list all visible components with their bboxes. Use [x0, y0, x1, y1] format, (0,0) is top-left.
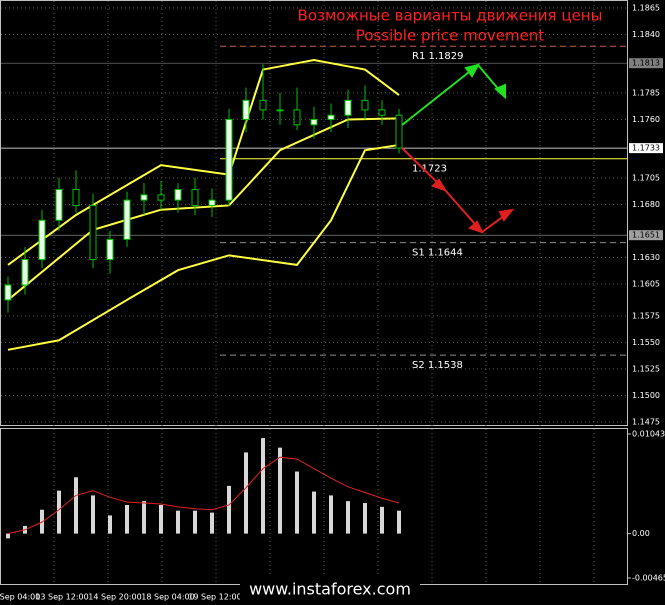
y-tick-label: 1.1525 [632, 364, 660, 373]
y-tick-label: 1.1785 [632, 88, 660, 97]
y-tick-label: 1.1575 [632, 311, 660, 320]
level-label: R1 1.1829 [412, 51, 463, 62]
candle-body [89, 204, 97, 261]
bar [57, 490, 61, 534]
y-tick-label: -0.00465 [632, 574, 665, 583]
bar [108, 515, 112, 534]
candle-body [191, 189, 199, 206]
bar [74, 477, 78, 534]
bar [363, 503, 367, 534]
y-tick-label: 0.01043 [632, 430, 665, 439]
bar [142, 501, 146, 534]
bar [159, 504, 163, 534]
candle-body [276, 109, 284, 112]
candle-body [55, 189, 63, 221]
price-tag-label: 1.1813 [632, 59, 660, 68]
bar [397, 510, 401, 534]
watermark-bg [240, 577, 420, 603]
bar [227, 485, 231, 534]
y-tick-label: 1.1705 [632, 173, 660, 182]
bar [125, 504, 129, 534]
x-tick-label: 14 Sep 20:00 [88, 593, 141, 602]
bar [244, 452, 248, 534]
arrow-head [494, 83, 506, 100]
candle-body [242, 99, 250, 120]
y-tick-label: 0.00 [632, 529, 650, 538]
x-tick-label: 13 Sep 12:00 [35, 593, 88, 602]
candle-body [21, 259, 29, 286]
candle-body [327, 114, 335, 120]
candle-body [259, 99, 267, 111]
candle-body [72, 189, 80, 206]
bar [261, 438, 265, 534]
level-label: 1.1723 [412, 164, 447, 175]
bar [295, 471, 299, 534]
band-line [7, 143, 400, 351]
price-tag [629, 230, 663, 241]
candle-body [293, 109, 301, 126]
price-tag-label: 1.1651 [632, 231, 660, 240]
y-tick-label: 1.1680 [632, 200, 660, 209]
bar [193, 510, 197, 534]
y-tick-label: 1.1500 [632, 391, 660, 400]
y-tick-label: 1.1760 [632, 115, 660, 124]
signal-line [7, 456, 400, 535]
arrow-head [498, 208, 515, 222]
y-tick-label: 1.1840 [632, 30, 660, 39]
level-label: S2 1.1538 [412, 360, 463, 371]
bar [312, 491, 316, 534]
bar [210, 512, 214, 534]
candle-body [106, 238, 114, 261]
candle-body [344, 99, 352, 116]
main-pane [0, 0, 628, 426]
bar [176, 510, 180, 534]
candle-body [310, 118, 318, 126]
candle-body [157, 194, 165, 201]
bar [91, 495, 95, 534]
bar [346, 501, 350, 534]
y-tick-label: 1.1630 [632, 253, 660, 262]
arrow-head [468, 220, 484, 234]
price-tag-label: 1.1733 [632, 144, 660, 153]
candle-body [38, 219, 46, 261]
bar [329, 495, 333, 534]
candle-body [123, 199, 131, 240]
level-label: S1 1.1644 [412, 248, 463, 259]
forecast-arrows [401, 63, 515, 234]
candle-body [140, 194, 148, 201]
candle-body [225, 118, 233, 201]
chart-subtitle: Possible price movement [356, 27, 545, 45]
bar [278, 447, 282, 534]
candle-body [395, 114, 403, 149]
x-tick-label: 19 Sep 12:00 [188, 593, 241, 602]
candle-body [4, 284, 12, 301]
candle-body [361, 99, 369, 111]
bar [380, 506, 384, 534]
bar [6, 533, 10, 539]
y-tick-label: 1.1605 [632, 280, 660, 289]
price-tag [629, 143, 663, 154]
watermark: www.instaforex.com [249, 580, 411, 599]
candle-body [174, 189, 182, 201]
candle-body [378, 109, 386, 116]
arrow-head [431, 178, 448, 192]
y-tick-label: 1.1550 [632, 338, 660, 347]
chart-title: Возможные варианты движения цены [298, 7, 603, 25]
candle-body [208, 199, 216, 206]
y-tick-label: 1.1865 [632, 4, 660, 13]
y-tick-label: 1.1475 [632, 418, 660, 427]
arrow-head [464, 63, 480, 78]
price-tag [629, 58, 663, 69]
x-tick-label: Sep 04:00 [0, 593, 40, 602]
x-tick-label: 18 Sep 04:00 [141, 593, 194, 602]
